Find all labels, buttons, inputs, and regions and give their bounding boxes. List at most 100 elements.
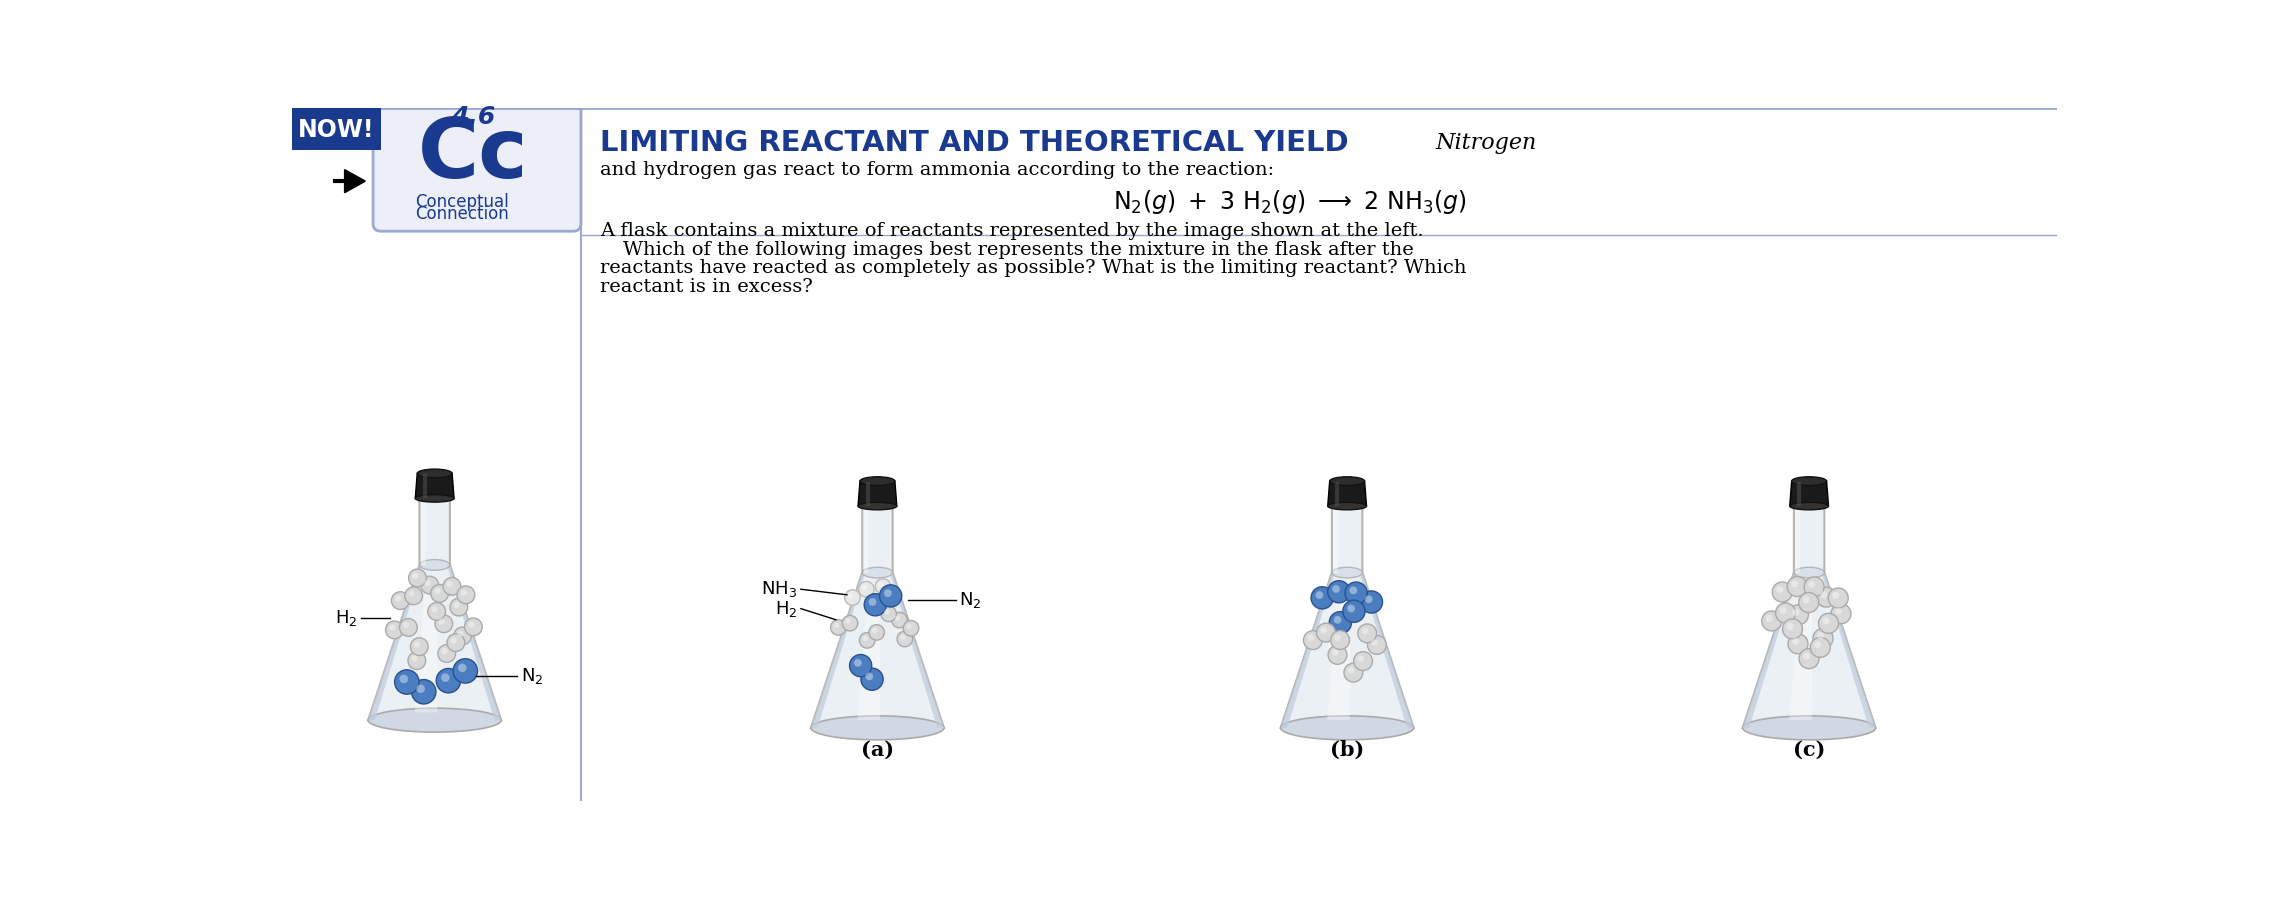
Circle shape — [1355, 652, 1373, 670]
Circle shape — [1776, 603, 1795, 623]
Circle shape — [1811, 637, 1831, 657]
Circle shape — [394, 595, 401, 601]
Text: Conceptual: Conceptual — [415, 193, 509, 211]
Circle shape — [417, 684, 424, 693]
Text: (b): (b) — [1329, 740, 1364, 760]
Circle shape — [1799, 649, 1820, 669]
Circle shape — [1763, 611, 1781, 631]
Circle shape — [1815, 587, 1836, 608]
Circle shape — [1822, 617, 1829, 625]
Circle shape — [1316, 591, 1322, 599]
Ellipse shape — [1332, 567, 1361, 578]
Polygon shape — [811, 572, 866, 728]
Circle shape — [458, 663, 468, 672]
Text: (a): (a) — [862, 740, 894, 760]
Polygon shape — [857, 482, 896, 506]
Circle shape — [864, 594, 887, 616]
Circle shape — [869, 625, 885, 640]
Circle shape — [1792, 638, 1799, 645]
Circle shape — [1820, 591, 1827, 599]
Circle shape — [850, 654, 871, 677]
Circle shape — [878, 581, 885, 588]
Polygon shape — [1327, 482, 1366, 506]
Circle shape — [876, 579, 892, 594]
Circle shape — [1772, 582, 1792, 602]
Ellipse shape — [1327, 502, 1366, 509]
Circle shape — [424, 580, 431, 586]
Circle shape — [1813, 628, 1834, 648]
Circle shape — [435, 615, 452, 633]
Circle shape — [1829, 588, 1847, 608]
Circle shape — [903, 620, 919, 636]
Polygon shape — [369, 499, 502, 720]
Circle shape — [403, 622, 410, 628]
Circle shape — [885, 590, 892, 597]
Text: Nitrogen: Nitrogen — [1435, 131, 1538, 154]
Circle shape — [1368, 635, 1387, 654]
Ellipse shape — [860, 477, 894, 485]
Text: $\mathrm{NH_3}$: $\mathrm{NH_3}$ — [761, 580, 798, 599]
Circle shape — [1348, 667, 1355, 673]
Circle shape — [447, 581, 454, 587]
Circle shape — [1765, 615, 1772, 622]
Text: A flask contains a mixture of reactants represented by the image shown at the le: A flask contains a mixture of reactants … — [601, 222, 1423, 240]
Polygon shape — [811, 506, 944, 728]
Polygon shape — [1790, 588, 1813, 720]
Circle shape — [834, 623, 839, 628]
Circle shape — [1815, 642, 1822, 648]
Circle shape — [1316, 623, 1336, 642]
Text: $\mathrm{H_2}$: $\mathrm{H_2}$ — [335, 608, 358, 627]
Circle shape — [1776, 586, 1783, 593]
Circle shape — [1361, 627, 1368, 634]
Circle shape — [1334, 616, 1341, 624]
Circle shape — [454, 602, 461, 608]
Text: $\mathrm{N_2}$: $\mathrm{N_2}$ — [960, 590, 981, 610]
Circle shape — [1357, 624, 1377, 643]
Circle shape — [413, 655, 417, 661]
Circle shape — [1792, 608, 1799, 616]
Circle shape — [1804, 652, 1811, 660]
Polygon shape — [1359, 572, 1414, 728]
Circle shape — [1804, 577, 1824, 597]
Text: (c): (c) — [1792, 740, 1824, 760]
Polygon shape — [857, 588, 880, 720]
Polygon shape — [344, 169, 364, 193]
Circle shape — [1304, 631, 1322, 650]
Polygon shape — [415, 580, 438, 713]
Circle shape — [456, 631, 463, 637]
FancyBboxPatch shape — [374, 102, 580, 231]
Circle shape — [461, 590, 468, 596]
Circle shape — [399, 675, 408, 683]
Circle shape — [1818, 613, 1838, 634]
Circle shape — [1836, 608, 1843, 615]
Polygon shape — [1822, 572, 1875, 728]
Polygon shape — [415, 473, 454, 499]
Circle shape — [438, 618, 445, 625]
Circle shape — [399, 618, 417, 636]
Ellipse shape — [862, 567, 892, 578]
Circle shape — [830, 619, 846, 635]
Ellipse shape — [1281, 716, 1414, 740]
Polygon shape — [1742, 572, 1797, 728]
Circle shape — [862, 585, 866, 590]
Circle shape — [390, 625, 394, 631]
Text: 4.6: 4.6 — [452, 105, 495, 130]
Circle shape — [862, 668, 882, 690]
Polygon shape — [447, 565, 502, 720]
Text: $\mathrm{N_2}(g)\ +\ 3\ \mathrm{H_2}(g)\ \longrightarrow\ 2\ \mathrm{NH_3}(g)$: $\mathrm{N_2}(g)\ +\ 3\ \mathrm{H_2}(g)\… — [1114, 188, 1467, 216]
Circle shape — [896, 631, 912, 647]
Circle shape — [454, 627, 472, 645]
Polygon shape — [422, 499, 426, 565]
Circle shape — [408, 652, 426, 670]
Circle shape — [454, 659, 477, 683]
Text: Cc: Cc — [417, 113, 529, 194]
Polygon shape — [1790, 482, 1829, 506]
Circle shape — [435, 669, 461, 693]
Circle shape — [449, 598, 468, 616]
Circle shape — [408, 590, 415, 597]
Text: $\mathrm{N_2}$: $\mathrm{N_2}$ — [520, 666, 543, 686]
Circle shape — [1792, 580, 1799, 588]
Circle shape — [1343, 663, 1364, 682]
Text: LIMITING REACTANT AND THEORETICAL YIELD: LIMITING REACTANT AND THEORETICAL YIELD — [601, 129, 1350, 157]
Circle shape — [1785, 623, 1795, 630]
